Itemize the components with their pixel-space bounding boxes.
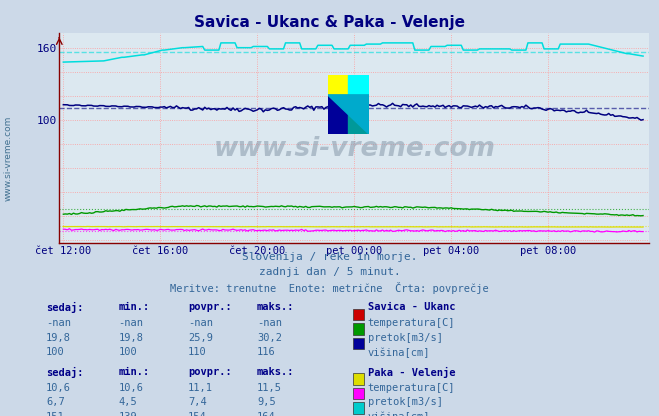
Text: 10,6: 10,6 (119, 383, 144, 393)
Text: 139: 139 (119, 412, 137, 416)
Text: -nan: -nan (188, 318, 213, 328)
Text: 7,4: 7,4 (188, 397, 206, 407)
Text: -nan: -nan (119, 318, 144, 328)
Text: -nan: -nan (46, 318, 71, 328)
Text: maks.:: maks.: (257, 302, 295, 312)
Text: Meritve: trenutne  Enote: metrične  Črta: povprečje: Meritve: trenutne Enote: metrične Črta: … (170, 282, 489, 294)
Text: Savica - Ukanc & Paka - Velenje: Savica - Ukanc & Paka - Velenje (194, 15, 465, 30)
Text: 11,5: 11,5 (257, 383, 282, 393)
Text: 151: 151 (46, 412, 65, 416)
Text: sedaj:: sedaj: (46, 367, 84, 378)
Text: povpr.:: povpr.: (188, 302, 231, 312)
Text: www.si-vreme.com: www.si-vreme.com (214, 136, 495, 162)
Text: 25,9: 25,9 (188, 333, 213, 343)
Text: pretok[m3/s]: pretok[m3/s] (368, 333, 443, 343)
Text: sedaj:: sedaj: (46, 302, 84, 313)
Text: 164: 164 (257, 412, 275, 416)
Text: višina[cm]: višina[cm] (368, 412, 430, 416)
Text: min.:: min.: (119, 367, 150, 377)
Text: 100: 100 (46, 347, 65, 357)
Text: 11,1: 11,1 (188, 383, 213, 393)
Text: 9,5: 9,5 (257, 397, 275, 407)
Text: 10,6: 10,6 (46, 383, 71, 393)
Text: povpr.:: povpr.: (188, 367, 231, 377)
Text: Paka - Velenje: Paka - Velenje (368, 367, 455, 378)
Text: 6,7: 6,7 (46, 397, 65, 407)
Text: maks.:: maks.: (257, 367, 295, 377)
Text: višina[cm]: višina[cm] (368, 347, 430, 358)
Text: pretok[m3/s]: pretok[m3/s] (368, 397, 443, 407)
Text: temperatura[C]: temperatura[C] (368, 318, 455, 328)
Text: -nan: -nan (257, 318, 282, 328)
Text: zadnji dan / 5 minut.: zadnji dan / 5 minut. (258, 267, 401, 277)
Text: Savica - Ukanc: Savica - Ukanc (368, 302, 455, 312)
Text: 19,8: 19,8 (46, 333, 71, 343)
Text: 100: 100 (119, 347, 137, 357)
Text: 19,8: 19,8 (119, 333, 144, 343)
Text: min.:: min.: (119, 302, 150, 312)
Text: 154: 154 (188, 412, 206, 416)
Text: temperatura[C]: temperatura[C] (368, 383, 455, 393)
Text: Slovenija / reke in morje.: Slovenija / reke in morje. (242, 252, 417, 262)
Text: 116: 116 (257, 347, 275, 357)
Text: www.si-vreme.com: www.si-vreme.com (4, 115, 13, 201)
Text: 110: 110 (188, 347, 206, 357)
Text: 30,2: 30,2 (257, 333, 282, 343)
Text: 4,5: 4,5 (119, 397, 137, 407)
